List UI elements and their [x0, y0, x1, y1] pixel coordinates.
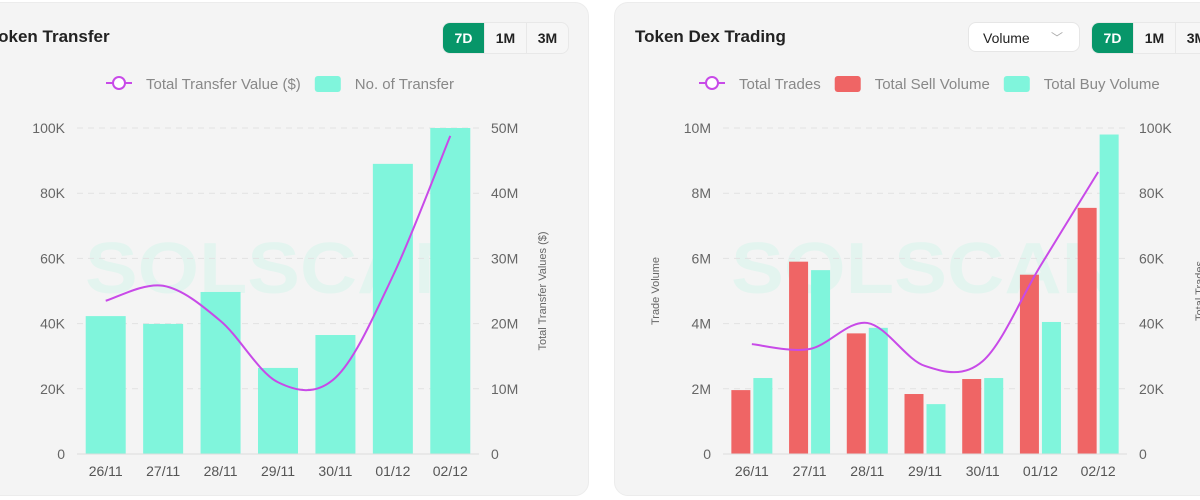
x-tick-label: 28/11: [850, 463, 884, 479]
y-tick-label: 60K: [40, 250, 66, 266]
chevron-down-icon: ﹀: [1050, 31, 1063, 45]
x-tick-label: 02/12: [1081, 463, 1116, 479]
range-3m-button[interactable]: 3M: [1175, 23, 1200, 53]
y-tick-label: 0: [703, 446, 711, 462]
range-7d-button[interactable]: 7D: [443, 23, 484, 53]
transfer-chart: SOLSCAN 0 0 20K 10M 40K 20M 60K 30M 80K 40M 100K 50M…: [32, 76, 549, 479]
y2-axis-label: Total Transfer Values ($): [537, 231, 549, 350]
x-tick-label: 27/11: [146, 463, 180, 479]
y-tick-label: 6M: [692, 250, 711, 266]
x-tick-label: 26/11: [735, 463, 769, 479]
bar-total-sell-volume: [789, 261, 809, 454]
bar-total-sell-volume: [962, 379, 982, 454]
legend-label: Total Trades: [739, 76, 821, 93]
y-tick-label: 10M: [684, 120, 711, 136]
bar-no-of-transfer: [372, 163, 413, 455]
bar-total-sell-volume: [904, 394, 924, 454]
y-tick-label: 80K: [40, 185, 66, 201]
x-tick-label: 01/12: [375, 463, 410, 479]
card-title: Token Transfer: [0, 27, 110, 46]
bar-total-sell-volume: [731, 390, 751, 454]
bar-no-of-transfer: [85, 316, 126, 454]
x-tick-label: 30/11: [966, 463, 1000, 479]
y2-tick-label: 0: [1139, 446, 1147, 462]
bar-total-sell-volume: [846, 333, 866, 454]
y2-tick-label: 40M: [491, 185, 518, 201]
line-series: [105, 135, 452, 392]
card-title: Token Dex Trading: [635, 27, 786, 46]
y2-axis-label: Total Trades: [1194, 261, 1200, 321]
bar-total-buy-volume: [1041, 321, 1061, 454]
y-axis-label: Trade Volume: [650, 257, 662, 325]
y2-tick-label: 20K: [1139, 381, 1165, 397]
range-1m-button[interactable]: 1M: [1133, 23, 1175, 53]
bar-no-of-transfer: [143, 323, 184, 454]
metric-select-value: Volume: [983, 30, 1030, 46]
y-tick-label: 2M: [692, 381, 711, 397]
y-tick-label: 40K: [40, 316, 66, 332]
bar-total-buy-volume: [868, 327, 888, 454]
y2-tick-label: 0: [491, 446, 499, 462]
legend-label: Total Transfer Value ($): [146, 76, 301, 93]
legend-swatch-icon: [1003, 76, 1030, 92]
legend-line-icon: [705, 76, 719, 90]
line-series: [751, 171, 1099, 374]
y2-tick-label: 40K: [1139, 316, 1165, 332]
bar-no-of-transfer: [258, 367, 298, 454]
token-transfer-card: Token Transfer 7D 1M 3M SOLSCAN 0 0 20K 10M 4…: [0, 2, 589, 496]
range-1m-button[interactable]: 1M: [484, 23, 526, 53]
y2-tick-label: 100K: [1139, 120, 1172, 136]
y2-tick-label: 10M: [491, 381, 518, 397]
bar-total-sell-volume: [1019, 274, 1039, 454]
y2-tick-label: 80K: [1139, 185, 1165, 201]
x-tick-label: 28/11: [204, 463, 238, 479]
bar-total-buy-volume: [1099, 134, 1119, 454]
bar-no-of-transfer: [315, 335, 356, 454]
x-tick-label: 30/11: [318, 463, 352, 479]
range-selector: 7D 1M 3M: [1091, 22, 1200, 54]
bar-total-buy-volume: [984, 378, 1004, 454]
x-tick-label: 01/12: [1023, 463, 1058, 479]
legend-swatch-icon: [834, 76, 861, 92]
y-tick-label: 0: [57, 446, 65, 462]
bar-total-buy-volume: [926, 404, 946, 454]
y-tick-label: 20K: [40, 381, 66, 397]
token-dex-trading-card: Token Dex Trading Volume﹀ 7D 1M 3M SOLSC…: [614, 2, 1200, 496]
x-tick-label: 27/11: [793, 463, 827, 479]
watermark: SOLSCAN: [85, 229, 471, 309]
y2-tick-label: 30M: [491, 250, 518, 266]
range-3m-button[interactable]: 3M: [526, 23, 568, 53]
x-tick-label: 26/11: [89, 463, 123, 479]
metric-select[interactable]: Volume ﹀: [968, 22, 1080, 52]
bar-no-of-transfer: [430, 128, 471, 454]
y2-tick-label: 20M: [491, 316, 518, 332]
legend-label: No. of Transfer: [355, 76, 454, 93]
y-tick-label: 4M: [692, 316, 711, 332]
legend-line-icon: [112, 76, 126, 90]
legend-label: Total Sell Volume: [875, 76, 990, 93]
x-tick-label: 02/12: [433, 463, 468, 479]
bar-total-buy-volume: [811, 270, 831, 454]
bar-total-sell-volume: [1077, 207, 1097, 454]
y-tick-label: 8M: [692, 185, 711, 201]
legend-label: Total Buy Volume: [1044, 76, 1160, 93]
legend-swatch-icon: [314, 76, 341, 92]
x-tick-label: 29/11: [908, 463, 942, 479]
range-selector: 7D 1M 3M: [442, 22, 569, 54]
y-tick-label: 100K: [32, 120, 65, 136]
bar-total-buy-volume: [753, 378, 773, 454]
x-tick-label: 29/11: [261, 463, 295, 479]
bar-no-of-transfer: [200, 291, 241, 454]
y2-tick-label: 50M: [491, 120, 518, 136]
y2-tick-label: 60K: [1139, 250, 1165, 266]
range-7d-button[interactable]: 7D: [1092, 23, 1133, 53]
